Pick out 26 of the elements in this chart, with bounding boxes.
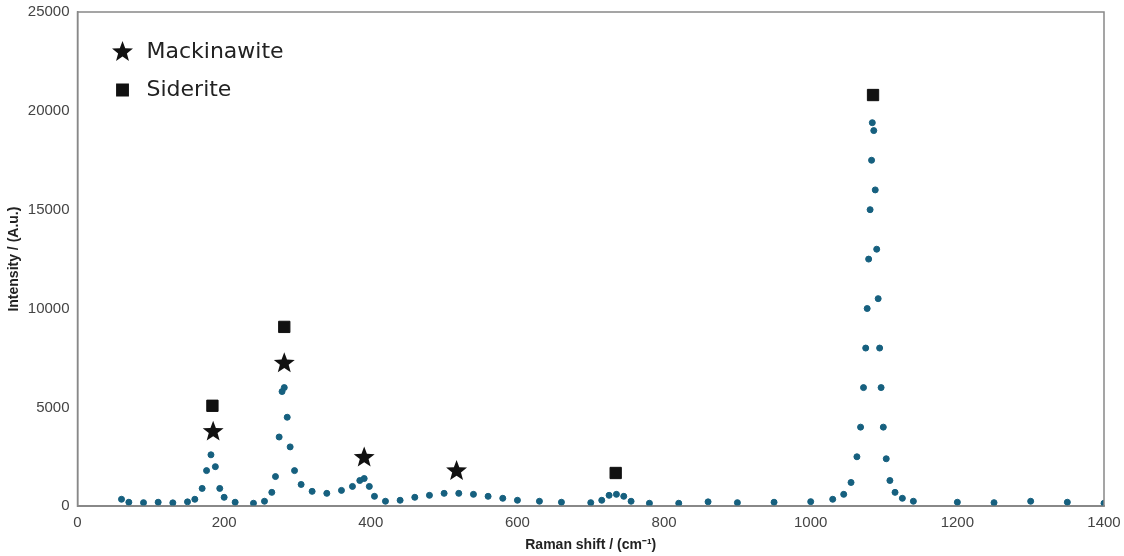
y-tick-label: 10000: [27, 298, 70, 316]
x-tick-label: 1400: [1087, 513, 1121, 531]
y-tick-label: 5000: [36, 397, 70, 415]
x-tick-label: 400: [358, 513, 384, 531]
y-tick-label: 25000: [27, 2, 70, 20]
y-axis-title: Intensity / (A.u.): [5, 206, 22, 312]
legend-label: Mackinawite: [146, 37, 284, 63]
x-tick-label: 200: [211, 513, 237, 531]
y-tick-label: 20000: [27, 100, 70, 118]
legend-label: Siderite: [146, 75, 232, 101]
y-tick-label: 0: [61, 496, 70, 514]
point: [202, 420, 224, 441]
point: [609, 466, 622, 480]
point: [278, 320, 291, 334]
x-axis-title: Raman shift / (cm⁻¹): [525, 536, 657, 553]
point: [273, 352, 295, 373]
point: [206, 399, 219, 412]
x-tick-label: 0: [73, 513, 82, 531]
point: [866, 88, 880, 102]
x-tick-label: 1000: [794, 513, 828, 531]
x-tick-label: 600: [504, 513, 530, 531]
x-tick-label: 1200: [940, 513, 975, 531]
point: [446, 460, 468, 480]
point: [353, 446, 375, 467]
x-tick-label: 800: [651, 513, 677, 531]
y-tick-label: 15000: [27, 199, 70, 217]
